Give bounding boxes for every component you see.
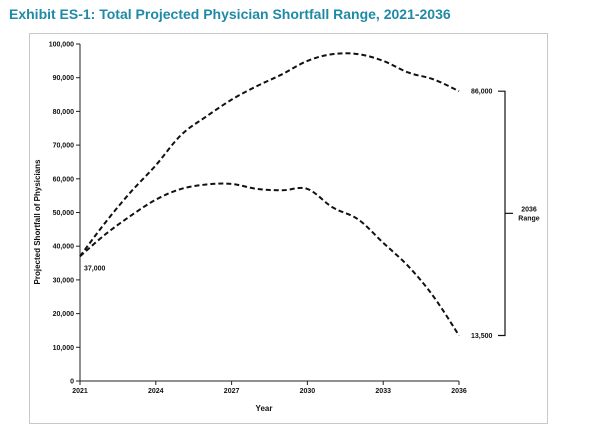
range-label-line2: Range [518,215,540,222]
y-tick-label: 40,000 [53,244,75,251]
y-tick-label: 80,000 [53,109,75,116]
x-tick-label: 2033 [375,388,391,395]
range-label-line1: 2036 [521,206,537,213]
annotations: 37,000 86,000 13,500 2036 Range [84,89,540,340]
y-tick-label: 90,000 [53,75,75,82]
y-axis-label: Projected Shortfall of Physicians [33,159,42,284]
x-axis-ticks: 2021 2024 2027 2030 2033 2036 [72,381,467,395]
range-bracket [498,90,506,337]
chart-frame [29,33,548,424]
y-tick-label: 70,000 [53,143,75,150]
chart-title: Exhibit ES-1: Total Projected Physician … [9,6,451,22]
axes [79,44,459,382]
x-tick-label: 2030 [300,388,316,395]
x-tick-label: 2036 [451,388,467,395]
start-value-label: 37,000 [84,265,106,272]
series-line-lower [79,182,460,337]
y-tick-label: 60,000 [53,176,75,183]
lower-end-label: 13,500 [471,333,493,340]
y-tick-label: 0 [70,379,74,386]
y-tick-label: 50,000 [53,210,75,217]
x-tick-label: 2027 [224,388,240,395]
y-tick-label: 100,000 [49,42,74,49]
y-tick-label: 30,000 [53,277,75,284]
y-tick-label: 20,000 [53,311,75,318]
series-lines [79,52,460,337]
x-tick-label: 2021 [72,388,88,395]
y-axis-ticks: 0 10,000 20,000 30,000 40,000 50,000 60,000 70,… [49,42,80,386]
upper-end-label: 86,000 [471,89,493,96]
x-tick-label: 2024 [148,388,164,395]
series-line-upper [79,52,460,257]
y-tick-label: 10,000 [53,345,75,352]
x-axis-label: Year [256,404,273,413]
